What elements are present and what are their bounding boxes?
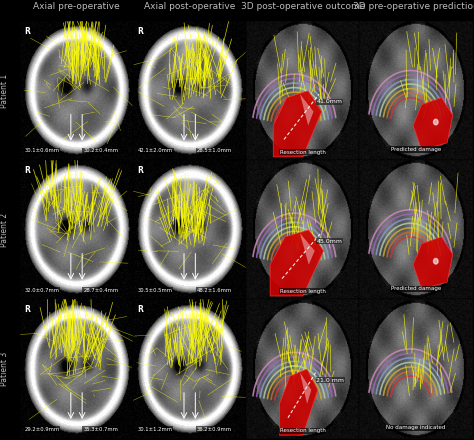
Text: 30.1±0.6mm: 30.1±0.6mm xyxy=(25,148,59,154)
Circle shape xyxy=(434,258,438,264)
Text: Predicted damage: Predicted damage xyxy=(391,147,441,152)
Text: R: R xyxy=(25,27,30,36)
Text: 32.0±0.7mm: 32.0±0.7mm xyxy=(25,287,59,293)
Text: 21.0 mm: 21.0 mm xyxy=(317,378,345,383)
Text: 35.3±0.7mm: 35.3±0.7mm xyxy=(83,427,118,432)
Text: 29.2±0.9mm: 29.2±0.9mm xyxy=(25,427,60,432)
Polygon shape xyxy=(300,373,311,404)
Text: R: R xyxy=(137,27,144,36)
Text: 42.1±2.0mm: 42.1±2.0mm xyxy=(137,148,173,154)
Text: 36.2±0.9mm: 36.2±0.9mm xyxy=(196,427,231,432)
Text: Axial pre-operative: Axial pre-operative xyxy=(33,2,120,11)
Text: 28.5±1.0mm: 28.5±1.0mm xyxy=(196,148,232,154)
Text: 30.5±0.5mm: 30.5±0.5mm xyxy=(137,287,173,293)
Text: 30.1±1.2mm: 30.1±1.2mm xyxy=(137,427,173,432)
Polygon shape xyxy=(413,237,453,289)
Polygon shape xyxy=(300,233,315,265)
Text: Patient 3: Patient 3 xyxy=(0,352,9,386)
Circle shape xyxy=(434,119,438,125)
Text: No damage indicated: No damage indicated xyxy=(386,425,446,430)
Polygon shape xyxy=(413,98,453,150)
Polygon shape xyxy=(270,230,324,296)
Text: Patient 1: Patient 1 xyxy=(0,73,9,108)
Text: 30.2±0.4mm: 30.2±0.4mm xyxy=(83,148,118,154)
Text: R: R xyxy=(25,305,30,314)
Text: Resection length: Resection length xyxy=(280,289,326,294)
Text: 48.2±1.6mm: 48.2±1.6mm xyxy=(196,287,232,293)
Text: R: R xyxy=(137,166,144,175)
Polygon shape xyxy=(300,94,314,125)
Text: R: R xyxy=(137,305,144,314)
Text: Resection length: Resection length xyxy=(280,428,326,433)
Text: Axial post-operative: Axial post-operative xyxy=(144,2,236,11)
Text: 41.0mm: 41.0mm xyxy=(317,99,342,104)
Text: 3D post-operative outcome: 3D post-operative outcome xyxy=(241,2,365,11)
Text: Predicted damage: Predicted damage xyxy=(391,286,441,291)
Text: Resection length: Resection length xyxy=(280,150,326,155)
Text: R: R xyxy=(25,166,30,175)
Text: 3D pre-operative prediction: 3D pre-operative prediction xyxy=(353,2,474,11)
Polygon shape xyxy=(273,91,322,157)
Text: 45.0mm: 45.0mm xyxy=(317,238,342,243)
Text: 28.7±0.4mm: 28.7±0.4mm xyxy=(83,287,118,293)
Polygon shape xyxy=(280,369,318,435)
Text: Patient 2: Patient 2 xyxy=(0,213,9,247)
